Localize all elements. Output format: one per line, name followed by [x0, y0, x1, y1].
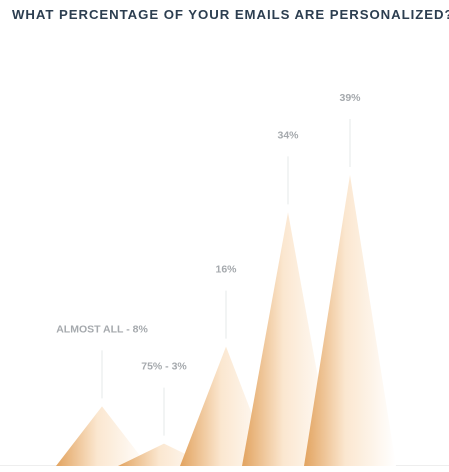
chart-bar — [304, 175, 396, 466]
chart-data-label: 16% — [215, 264, 237, 276]
chart-data-label: 39% — [339, 92, 361, 104]
chart-bar — [242, 212, 334, 466]
chart-data-label: ALMOST ALL - 8% — [56, 323, 148, 335]
chart-data-labels: ALMOST ALL - 8% 75% - 3% 16% 34% 39% — [56, 92, 361, 373]
chart-bar — [56, 406, 148, 466]
chart-title: WHAT PERCENTAGE OF YOUR EMAILS ARE PERSO… — [12, 7, 449, 22]
chart-bars — [56, 175, 396, 466]
chart-data-label: 34% — [277, 129, 299, 141]
chart-leader-lines — [101, 119, 351, 436]
chart-data-label: 75% - 3% — [141, 361, 187, 373]
